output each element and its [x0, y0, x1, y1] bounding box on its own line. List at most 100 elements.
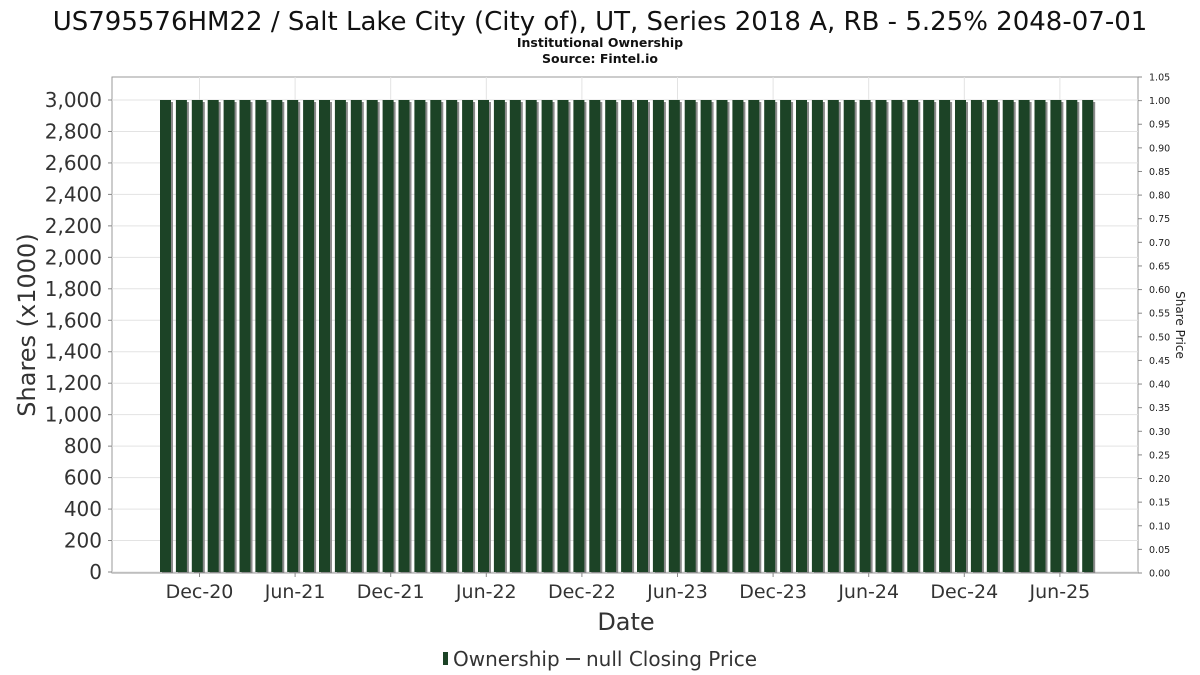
ownership-bar	[287, 100, 299, 572]
y-tick-label: 1,000	[45, 403, 102, 427]
y2-tick-label: 0.05	[1149, 545, 1170, 556]
y2-tick-label: 0.95	[1149, 120, 1170, 131]
x-tick-label: Jun-24	[837, 581, 899, 603]
y-tick-label: 800	[64, 434, 102, 458]
y2-tick-label: 0.45	[1149, 356, 1170, 367]
ownership-bar	[573, 100, 585, 572]
ownership-bar	[907, 100, 919, 572]
y2-tick-label: 0.25	[1149, 450, 1170, 461]
y2-axis-ticks: 0.00 0.05 0.10 0.15 0.20 0.25 0.30 0.35 0.40 0.45…	[1138, 73, 1170, 580]
y-axis-label: Shares (x1000)	[13, 233, 41, 416]
legend-ownership-swatch	[443, 652, 448, 665]
x-tick-label: Jun-21	[264, 581, 326, 603]
legend: Ownership null Closing Price	[443, 647, 757, 671]
ownership-bar	[430, 100, 442, 572]
ownership-bar	[271, 100, 283, 572]
y2-tick-label: 0.15	[1149, 498, 1170, 509]
y2-tick-label: 0.20	[1149, 474, 1170, 485]
y2-tick-label: 0.10	[1149, 521, 1170, 532]
x-tick-label: Dec-21	[357, 581, 425, 603]
y2-tick-label: 0.85	[1149, 167, 1170, 178]
ownership-bar	[462, 100, 474, 572]
ownership-bar	[589, 100, 601, 572]
y2-tick-label: 0.50	[1149, 332, 1170, 343]
ownership-bar	[621, 100, 633, 572]
chart-source: Source: Fintel.io	[542, 51, 658, 66]
x-tick-label: Jun-22	[455, 581, 517, 603]
x-tick-label: Dec-24	[930, 581, 998, 603]
ownership-bar	[923, 100, 935, 572]
ownership-bars	[160, 100, 1096, 573]
x-tick-label: Dec-22	[548, 581, 616, 603]
ownership-bar	[811, 100, 823, 572]
x-tick-label: Dec-20	[166, 581, 234, 603]
ownership-bar	[859, 100, 871, 572]
ownership-bar	[891, 100, 903, 572]
ownership-bar	[652, 100, 664, 572]
y-tick-label: 3,000	[45, 88, 102, 112]
ownership-bar	[239, 100, 251, 572]
y-tick-label: 2,000	[45, 245, 102, 269]
y-tick-label: 1,800	[45, 277, 102, 301]
y2-tick-label: 1.00	[1149, 96, 1170, 107]
ownership-bar	[223, 100, 235, 572]
ownership-bar	[319, 100, 330, 572]
y-tick-label: 2,400	[45, 182, 102, 206]
ownership-bar	[478, 100, 489, 572]
ownership-bar	[207, 100, 219, 572]
ownership-bar	[1066, 100, 1078, 572]
ownership-bar	[1034, 100, 1046, 572]
ownership-bar	[255, 100, 267, 572]
ownership-bar	[414, 100, 426, 572]
y2-tick-label: 0.75	[1149, 214, 1170, 225]
ownership-bar	[780, 100, 792, 572]
y2-tick-label: 0.80	[1149, 191, 1170, 202]
ownership-bar	[684, 100, 696, 572]
ownership-bar	[175, 100, 187, 572]
ownership-bar	[350, 100, 362, 572]
y2-tick-label: 0.55	[1149, 309, 1170, 320]
ownership-bar	[382, 100, 394, 572]
y-tick-label: 400	[64, 497, 102, 521]
y-tick-label: 2,200	[45, 214, 102, 238]
y-axis-ticks: 0 200 400 600 800 1,000 1,200 1,400 1,600 1,800 2,…	[45, 88, 112, 584]
y2-tick-label: 0.65	[1149, 261, 1170, 272]
y2-tick-label: 0.40	[1149, 380, 1170, 391]
ownership-bar	[446, 100, 458, 572]
ownership-bar	[191, 100, 203, 572]
ownership-bar	[525, 100, 537, 572]
y-tick-label: 1,200	[45, 371, 102, 395]
ownership-bar	[700, 100, 712, 572]
ownership-bar	[827, 100, 839, 572]
y2-tick-label: 0.90	[1149, 143, 1170, 154]
ownership-bar	[939, 100, 951, 572]
y-tick-label: 600	[64, 466, 102, 490]
ownership-bar	[303, 100, 315, 572]
y-tick-label: 1,600	[45, 308, 102, 332]
legend-ownership-label: Ownership	[453, 647, 560, 671]
y-tick-label: 0	[89, 560, 102, 584]
ownership-bar	[366, 100, 378, 572]
ownership-bar	[732, 100, 744, 572]
ownership-bar	[334, 100, 346, 572]
ownership-bar	[1082, 100, 1094, 572]
x-axis-ticks: Dec-20 Jun-21 Dec-21 Jun-22 Dec-22 Jun-23 Dec-…	[166, 573, 1090, 603]
ownership-bar	[493, 100, 505, 572]
x-tick-label: Dec-23	[739, 581, 807, 603]
legend-closing-price-label: null Closing Price	[586, 647, 757, 671]
x-axis-label: Date	[597, 608, 654, 636]
ownership-bar	[668, 100, 680, 572]
ownership-bar	[748, 100, 760, 572]
ownership-bar	[605, 100, 617, 572]
ownership-bar	[875, 100, 887, 572]
ownership-bar	[986, 100, 998, 572]
y-tick-label: 2,600	[45, 151, 102, 175]
y-tick-label: 200	[64, 529, 102, 553]
ownership-bar	[843, 100, 855, 572]
y2-tick-label: 0.60	[1149, 285, 1170, 296]
ownership-bar	[541, 100, 553, 572]
ownership-bar	[637, 100, 648, 572]
y2-tick-label: 0.70	[1149, 238, 1170, 249]
y2-axis-label: Share Price	[1173, 291, 1187, 359]
ownership-bar	[557, 100, 569, 572]
